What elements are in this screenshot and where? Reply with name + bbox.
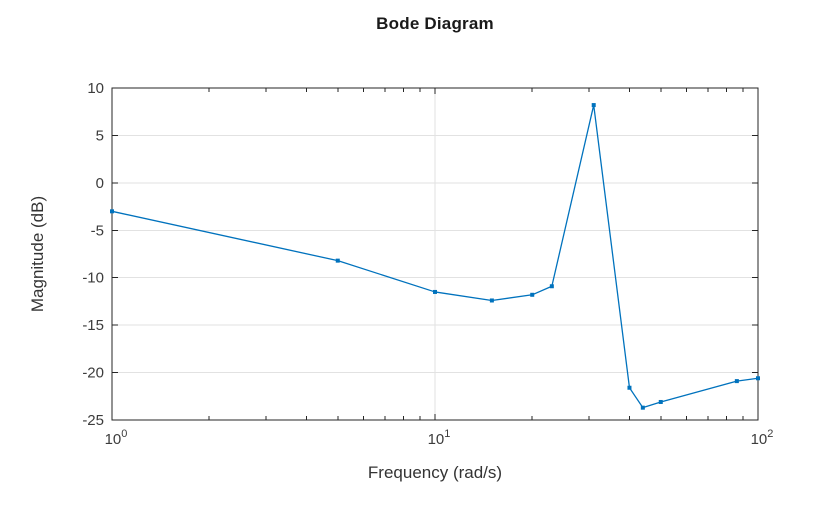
data-point-marker [110, 209, 114, 214]
y-tick-label: 5 [96, 127, 104, 144]
data-line [111, 104, 759, 409]
data-point-marker [756, 376, 760, 381]
data-point-marker [658, 399, 663, 404]
data-point-marker [433, 289, 437, 294]
x-tick-label: 102 [751, 428, 774, 448]
y-axis-label: Magnitude (dB) [28, 195, 47, 313]
data-point-marker [640, 405, 645, 410]
y-tick-label: 0 [96, 175, 104, 192]
y-tick-label: -20 [82, 365, 104, 382]
data-point-marker [335, 258, 340, 263]
data-point-marker [734, 379, 739, 384]
y-tick-label: 10 [87, 80, 104, 97]
x-tick-label: 101 [428, 428, 451, 448]
data-point-marker [489, 298, 494, 303]
y-tick-label: -25 [82, 412, 104, 429]
data-point-marker [549, 284, 554, 289]
data-point-marker [627, 385, 632, 390]
data-point-marker [530, 292, 535, 297]
data-point-marker [591, 103, 596, 108]
chart-title: Bode Diagram [376, 14, 494, 33]
y-tick-label: -10 [82, 270, 104, 287]
x-tick-label: 100 [105, 428, 128, 448]
y-tick-label: -5 [91, 222, 104, 239]
y-tick-label: -15 [82, 317, 104, 334]
x-axis-label: Frequency (rad/s) [367, 463, 503, 482]
